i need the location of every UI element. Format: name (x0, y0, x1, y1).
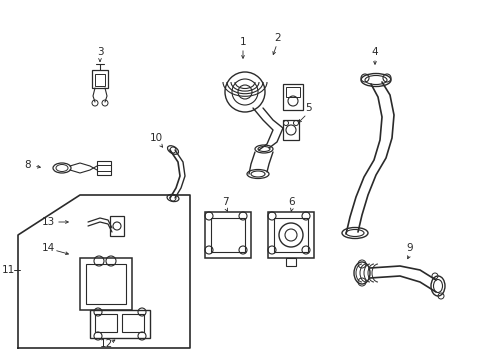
Bar (90, 310, 150, 338)
Bar (210, 218, 244, 252)
Bar (285, 258, 295, 266)
Text: 13: 13 (41, 217, 55, 227)
Text: 2: 2 (274, 33, 281, 43)
Text: 6: 6 (288, 197, 295, 207)
Text: 8: 8 (24, 160, 31, 170)
Bar (86, 264, 126, 304)
Bar (122, 314, 143, 332)
Bar (204, 212, 250, 258)
Text: 14: 14 (41, 243, 55, 253)
Bar (283, 84, 303, 110)
Bar (110, 216, 124, 236)
Text: 5: 5 (304, 103, 311, 113)
Bar (95, 74, 105, 86)
Text: 7: 7 (221, 197, 228, 207)
Bar (283, 120, 298, 140)
Text: 12: 12 (99, 339, 112, 349)
Bar (273, 218, 307, 252)
Bar (95, 314, 117, 332)
Bar (285, 87, 299, 97)
Text: 9: 9 (406, 243, 412, 253)
Text: 3: 3 (97, 47, 103, 57)
Bar (80, 258, 132, 310)
Text: 10: 10 (149, 133, 162, 143)
Bar (267, 212, 313, 258)
Bar (92, 70, 108, 88)
Text: 11: 11 (1, 265, 15, 275)
Bar (97, 161, 111, 175)
Text: 4: 4 (371, 47, 378, 57)
Text: 1: 1 (239, 37, 246, 47)
